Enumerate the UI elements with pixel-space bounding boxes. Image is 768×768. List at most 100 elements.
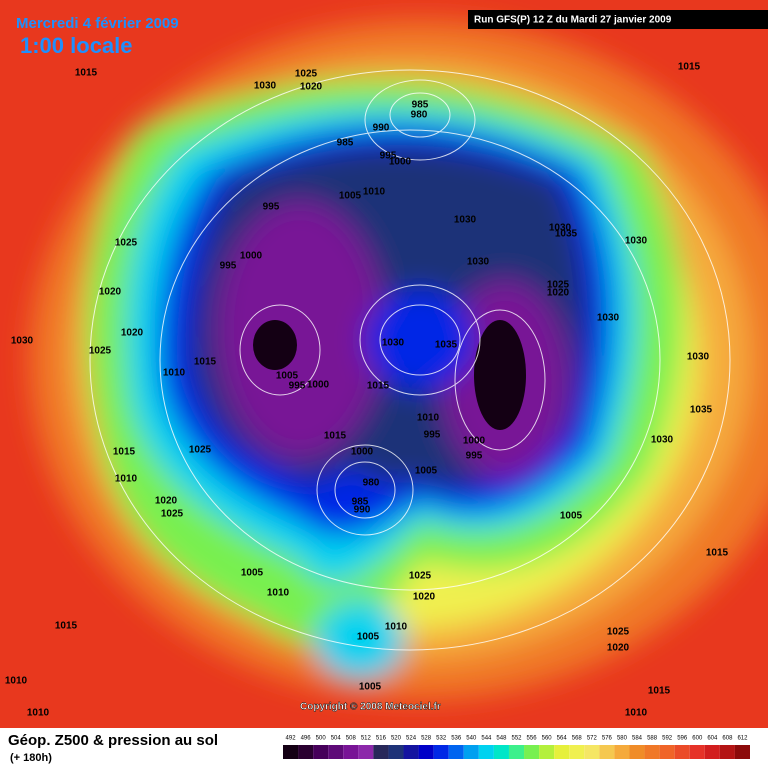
isobar-label: 1000 [307,380,330,391]
isobar-label: 1010 [385,622,408,633]
time: 1:00 locale [20,33,133,58]
legend-swatch [478,745,494,759]
legend-level: 572 [587,736,598,742]
legend-swatch [674,745,690,759]
isobar-label: 1005 [359,682,382,693]
isobar-label: 1030 [597,313,620,324]
isobar-label: 1005 [415,466,438,477]
isobar-label: 1010 [5,676,28,687]
isobar-label: 1025 [189,445,212,456]
isobar-label: 995 [263,202,280,213]
legend-swatch [554,745,570,759]
isobar-label: 1015 [706,548,729,559]
isobar-label: 1030 [454,215,477,226]
legend-swatch [569,745,585,759]
legend-swatch [418,745,434,759]
isobar-label: 1035 [555,229,578,240]
legend-level: 548 [496,736,507,742]
isobar-label: 1015 [648,686,671,697]
isobar-label: 1010 [163,368,186,379]
legend-level: 500 [316,736,327,742]
isobar-label: 990 [354,505,371,516]
legend-swatch [388,745,404,759]
run: Run GFS(P) 12 Z du Mardi 27 janvier 2009 [474,15,672,26]
legend-level: 516 [376,736,387,742]
isobar-label: 1030 [467,257,490,268]
isobar-label: 1010 [27,708,50,719]
isobar-label: 1025 [295,69,318,80]
legend-level: 532 [436,736,447,742]
legend-swatch [629,745,645,759]
legend-swatch [298,745,314,759]
isobar-label: 995 [289,381,306,392]
isobar-label: 1035 [435,340,458,351]
legend: 492 496 500 504 508 512 516 520 524 528 532 536 540 5… [283,736,750,759]
legend-swatch [343,745,359,759]
legend-swatch [614,745,630,759]
isobar-label: 1025 [607,627,630,638]
legend-level: 604 [707,736,718,742]
isobar-label: 1015 [55,621,78,632]
isobar-label: 1030 [549,223,572,234]
legend-swatch [644,745,660,759]
legend-level: 520 [391,736,402,742]
isobar-label: 995 [380,151,397,162]
isobar-label: 1010 [115,474,138,485]
isobar-label: 1015 [113,447,136,458]
isobar-label: 980 [411,110,428,121]
legend-swatch [584,745,600,759]
isobar-label: 1020 [607,643,630,654]
legend-swatch [508,745,525,759]
isobar-label: 990 [373,123,390,134]
footer-title: Géop. Z500 & pression au sol [8,732,218,749]
legend-level: 552 [511,736,522,742]
legend-level: 544 [481,736,492,742]
isobar-label: 1005 [357,632,380,643]
legend-swatch [358,745,374,759]
isobar-label: 1010 [363,187,386,198]
legend-swatch [433,745,449,759]
legend-level: 560 [542,736,553,742]
legend-level: 580 [617,736,628,742]
legend-swatch [448,745,464,759]
legend-swatch [493,745,509,759]
legend-level: 612 [737,736,748,742]
isobar-label: 1015 [75,68,98,79]
isobar-label: 1020 [413,592,436,603]
isobar-label: 1030 [687,352,710,363]
isobar-label: 1005 [276,371,299,382]
legend-level: 496 [301,736,312,742]
legend-level: 600 [692,736,703,742]
geopotential-field [0,0,768,728]
isobar-label: 1025 [115,238,138,249]
isobar-label: 1030 [625,236,648,247]
isobar-label: 1025 [161,509,184,520]
legend-swatch [539,745,555,759]
legend-swatch [524,745,540,759]
copyright: Copyright © 2008 Meteociel.fr [300,702,441,713]
isobar-label: 1015 [324,431,347,442]
legend-swatch [734,745,750,759]
isobar-label: 1000 [389,157,412,168]
isobar-label: 1015 [194,357,217,368]
legend-level: 492 [286,736,297,742]
isobar-label: 1030 [11,336,34,347]
isobar-label: 1015 [678,62,701,73]
isobar-label: 1030 [382,338,405,349]
isobar-label: 1030 [651,435,674,446]
isobar-label: 1030 [254,81,277,92]
legend-level: 596 [677,736,688,742]
legend-swatch [328,745,344,759]
isobar-label: 1000 [240,251,263,262]
isobar-label: 1025 [89,346,112,357]
legend-swatch [313,745,329,759]
isobar-label: 1000 [351,447,374,458]
run-box [468,10,768,29]
legend-level: 512 [361,736,372,742]
legend-level: 568 [572,736,583,742]
isobar-label: 995 [220,261,237,272]
isobar-label: 1035 [690,405,713,416]
legend-swatch [403,745,419,759]
isobar-label: 1020 [300,82,323,93]
